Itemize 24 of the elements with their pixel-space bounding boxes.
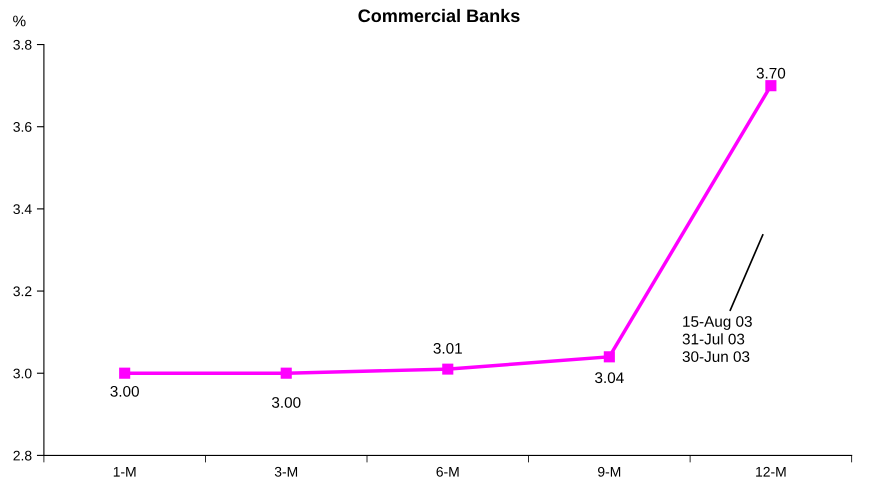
x-tick-label: 12-M: [756, 466, 786, 477]
data-label: 3.01: [433, 342, 462, 354]
x-tick-label: 1-M: [114, 467, 136, 477]
point: [442, 364, 454, 375]
chart-title: Commercial Banks: [358, 8, 520, 22]
data-label: 3.00: [272, 397, 300, 408]
x-tick-label: 9-M: [598, 466, 620, 477]
data-label: 3.00: [110, 386, 139, 397]
point: [765, 80, 776, 92]
y-tick-label: 3.4: [13, 204, 32, 214]
x-tick-label: 3-M: [274, 466, 298, 477]
annotation: 15-Aug 03 31-Jul 03 30-Jun 03: [682, 316, 752, 362]
y-tick-label: 3.8: [13, 40, 32, 50]
y-tick-label: 3.6: [13, 122, 32, 132]
y-tick-label: 3.2: [13, 286, 32, 296]
y-tick-label: 3.0: [13, 368, 32, 378]
y-tick-label: 2.8: [13, 450, 32, 461]
y-axis-title: %: [13, 16, 26, 26]
point: [119, 368, 130, 379]
x-tick-label: 6-M: [436, 466, 459, 477]
point: [604, 351, 615, 362]
data-label: 3.04: [595, 372, 624, 384]
point: [280, 368, 292, 379]
data-label: 3.70: [756, 68, 786, 79]
